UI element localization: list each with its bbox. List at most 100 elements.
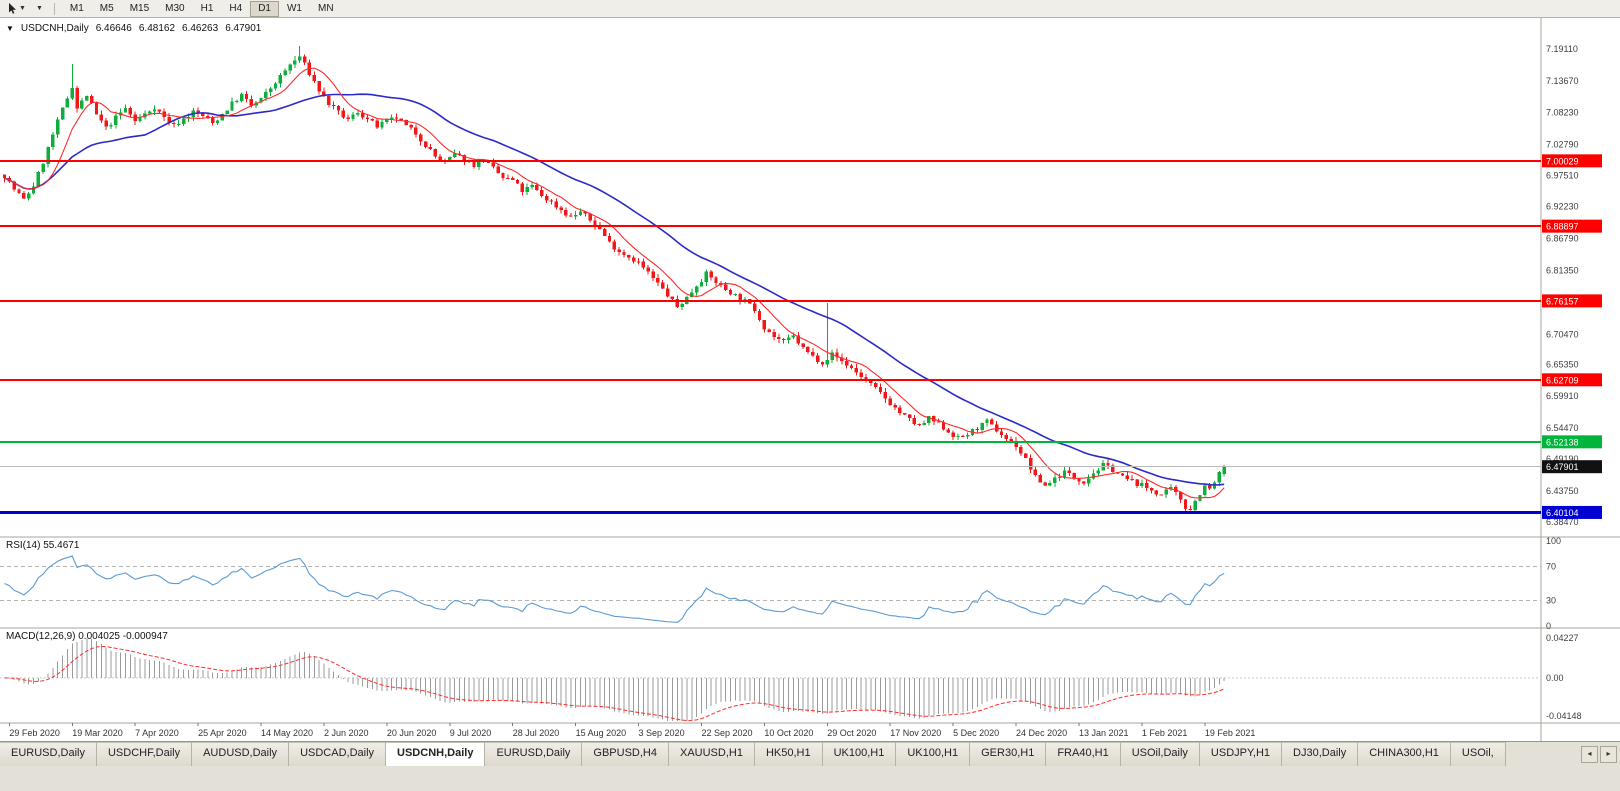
time-axis-label: 3 Sep 2020 [639, 728, 685, 738]
macd-axis-labels: 0.04227 0.00 -0.04148 [1546, 633, 1582, 721]
level-badge [1542, 294, 1602, 308]
toolbar-separator [53, 2, 55, 15]
time-axis-label: 10 Oct 2020 [764, 728, 813, 738]
ma-slow-line [4, 93, 1225, 486]
time-axis-label: 19 Feb 2021 [1205, 728, 1256, 738]
tab-bar-items: EURUSD,Daily USDCHF,Daily AUDUSD,Daily USDC… [0, 742, 1578, 766]
timeframe-button-mn[interactable]: MN [310, 1, 342, 17]
macd-axis-label: 0.00 [1546, 673, 1564, 683]
tab-fra40-h1[interactable]: FRA40,H1 [1046, 742, 1121, 766]
time-axis-label: 9 Jul 2020 [450, 728, 492, 738]
tab-scroll-left-button[interactable]: ◂ [1581, 745, 1598, 763]
level-badge-label: 7.00029 [1546, 156, 1579, 166]
chart-tab-bar: EURUSD,Daily USDCHF,Daily AUDUSD,Daily USDC… [0, 741, 1620, 766]
tab-ger30-h1[interactable]: GER30,H1 [970, 742, 1047, 766]
time-axis-label: 2 Jun 2020 [324, 728, 369, 738]
macd-indicator-label: MACD(12,26,9) 0.004025 -0.000947 [6, 631, 168, 642]
time-axis-label: 20 Jun 2020 [387, 728, 437, 738]
current-price-badge [1542, 460, 1602, 474]
time-axis-label: 28 Jul 2020 [513, 728, 560, 738]
tab-usdcnh-daily[interactable]: USDCNH,Daily [386, 742, 486, 766]
rsi-line [4, 555, 1225, 624]
time-axis-label: 29 Oct 2020 [827, 728, 876, 738]
level-badge [1542, 219, 1602, 233]
price-axis-label: 6.81350 [1546, 265, 1579, 275]
time-axis-label: 5 Dec 2020 [953, 728, 999, 738]
cursor-tool-button[interactable]: ▼ [4, 1, 30, 17]
price-axis-label: 6.38470 [1546, 517, 1579, 527]
rsi-axis-label: 70 [1546, 562, 1556, 572]
price-axis-label: 7.02790 [1546, 140, 1579, 150]
time-axis-label: 1 Feb 2021 [1142, 728, 1188, 738]
price-axis-label: 6.59910 [1546, 391, 1579, 401]
timeframe-button-w1[interactable]: W1 [279, 1, 310, 17]
tab-audusd-daily[interactable]: AUDUSD,Daily [192, 742, 290, 766]
ma-fast-line [4, 67, 1225, 499]
chart-quick-nav-icon[interactable]: ▼ [6, 24, 14, 33]
tab-uk100-h1[interactable]: UK100,H1 [896, 742, 971, 766]
tab-uk100-h1[interactable]: UK100,H1 [822, 742, 897, 766]
time-axis-label: 17 Nov 2020 [890, 728, 941, 738]
time-axis-label: 25 Apr 2020 [198, 728, 247, 738]
tab-eurusd-daily[interactable]: EURUSD,Daily [0, 742, 97, 766]
price-axis-label: 6.43750 [1546, 486, 1579, 496]
tab-xauusd-h1[interactable]: XAUUSD,H1 [668, 742, 755, 766]
timeframe-button-m5[interactable]: M5 [92, 1, 122, 17]
chart-ohlc-header: ▼ USDCNH,Daily 6.46646 6.48162 6.46263 6… [6, 23, 261, 34]
time-axis-label: 14 May 2020 [261, 728, 313, 738]
price-axis-label: 6.86790 [1546, 234, 1579, 244]
level-badge-label: 6.52138 [1546, 437, 1579, 447]
level-badge-label: 6.76157 [1546, 296, 1579, 306]
macd-axis-label: 0.04227 [1546, 633, 1579, 643]
level-badge [1542, 505, 1602, 519]
tab-hk50-h1[interactable]: HK50,H1 [754, 742, 823, 766]
timeframe-button-m1[interactable]: M1 [62, 1, 92, 17]
time-axis-label: 22 Sep 2020 [701, 728, 752, 738]
time-axis-label: 19 Mar 2020 [72, 728, 123, 738]
level-badge [1542, 154, 1602, 168]
time-axis-label: 29 Feb 2020 [9, 728, 60, 738]
tab-scroll-right-button[interactable]: ▸ [1600, 745, 1617, 763]
chart-options-dropdown-button[interactable]: ▼ [32, 1, 47, 17]
rsi-indicator-label: RSI(14) 55.4671 [6, 540, 80, 551]
time-axis-label: 13 Jan 2021 [1079, 728, 1129, 738]
time-axis-label: 7 Apr 2020 [135, 728, 179, 738]
timeframe-button-h1[interactable]: H1 [193, 1, 222, 17]
price-axis-label: 6.92230 [1546, 202, 1579, 212]
price-axis-label: 6.54470 [1546, 423, 1579, 433]
timeframe-button-m15[interactable]: M15 [122, 1, 157, 17]
tab-usdcad-daily[interactable]: USDCAD,Daily [289, 742, 387, 766]
chart-canvas[interactable]: 7.19110 7.13670 7.08230 7.02790 6.97510 6.922… [0, 18, 1620, 741]
price-axis-label: 6.65350 [1546, 359, 1579, 369]
tab-usdjpy-h1[interactable]: USDJPY,H1 [1199, 742, 1283, 766]
price-axis-label: 7.13670 [1546, 76, 1579, 86]
tab-china300-h1[interactable]: CHINA300,H1 [1358, 742, 1451, 766]
timeframe-button-d1[interactable]: D1 [250, 0, 279, 17]
tab-usoil-daily[interactable]: USOil,Daily [1120, 742, 1200, 766]
timeframe-button-h4[interactable]: H4 [221, 1, 250, 17]
chart-region[interactable]: 7.19110 7.13670 7.08230 7.02790 6.97510 6.922… [0, 18, 1620, 741]
time-axis-labels: 29 Feb 2020 19 Mar 2020 7 Apr 2020 25 Apr 2… [8, 723, 1256, 738]
price-axis-label: 6.49190 [1546, 454, 1579, 464]
chevron-down-icon: ▼ [19, 5, 26, 12]
time-axis-label: 15 Aug 2020 [576, 728, 627, 738]
tab-usdchf-daily[interactable]: USDCHF,Daily [96, 742, 193, 766]
tab-eurusd-daily[interactable]: EURUSD,Daily [485, 742, 583, 766]
timeframe-button-m30[interactable]: M30 [157, 1, 192, 17]
macd-histogram [8, 638, 1225, 721]
ohlc-high: 6.48162 [138, 23, 176, 34]
price-axis-label: 6.70470 [1546, 329, 1579, 339]
rsi-axis-labels: 100 70 30 0 [1546, 536, 1561, 631]
chart-symbol-period: USDCNH,Daily [20, 23, 89, 34]
tab-scroll-controls: ◂ ▸ [1578, 742, 1620, 766]
tab-gbpusd-h4[interactable]: GBPUSD,H4 [582, 742, 669, 766]
candles-layer [2, 45, 1226, 513]
top-toolbar: ▼ ▼ M1 M5 M15 M30 H1 H4 D1 W1 MN [0, 0, 1620, 18]
tab-usoil[interactable]: USOil, [1450, 742, 1506, 766]
ohlc-low: 6.46263 [182, 23, 219, 34]
macd-signal-line [4, 645, 1225, 722]
tab-dj30-daily[interactable]: DJ30,Daily [1282, 742, 1359, 766]
level-badge [1542, 435, 1602, 449]
macd-axis-label: -0.04148 [1546, 711, 1582, 721]
cursor-icon [9, 3, 16, 14]
